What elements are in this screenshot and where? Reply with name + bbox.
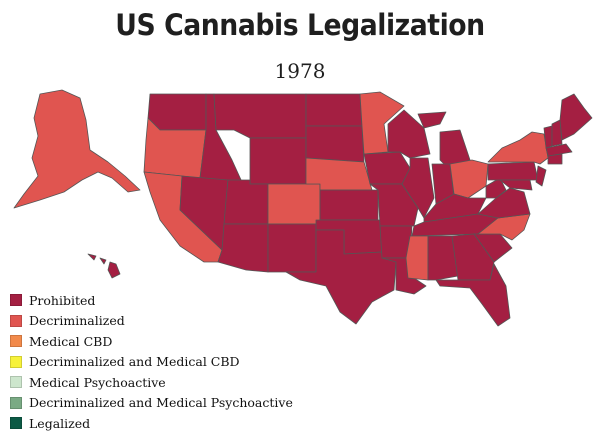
legend-item: Prohibited [10,290,293,311]
state-wisconsin [387,109,431,159]
legend-label: Decriminalized and Medical CBD [29,354,240,370]
state-new-mexico [267,223,317,273]
state-washington [147,93,207,131]
state-new-jersey [535,165,547,187]
state-minnesota [359,91,405,155]
legend-item: Medical Psychoactive [10,372,293,393]
state-texas [285,229,397,325]
state-florida [435,263,511,327]
state-pennsylvania [487,161,539,181]
us-states-map [13,89,593,327]
state-wyoming [249,137,307,185]
map-title: US Cannabis Legalization [115,8,485,42]
state-massachusetts [545,143,573,157]
state-south-dakota [305,125,365,163]
legend-label: Legalized [29,415,91,431]
state-ohio [449,159,489,199]
state-connecticut [547,153,563,165]
legend-swatch [10,417,22,430]
state-maine [559,93,593,141]
legend-swatch [10,376,22,389]
legend-label: Medical Psychoactive [29,374,166,390]
state-alaska [13,89,141,209]
state-north-dakota [305,93,363,127]
legend-item: Decriminalized and Medical Psychoactive [10,393,293,414]
legend-label: Decriminalized and Medical Psychoactive [29,395,293,411]
state-utah [223,179,269,225]
state-iowa [363,151,411,185]
legend-item: Decriminalized and Medical CBD [10,352,293,373]
legend-swatch [10,396,22,409]
state-colorado [267,183,321,225]
state-arizona [217,223,269,273]
legend-swatch [10,314,22,327]
map-year: 1978 [274,59,326,83]
legend-item: Decriminalized [10,311,293,332]
map-legend: Prohibited Decriminalized Medical CBD Decri… [10,290,293,434]
state-mississippi [405,235,429,281]
state-new-hampshire [551,119,563,147]
state-new-york [487,131,549,165]
legend-item: Medical CBD [10,331,293,352]
state-illinois [401,157,435,219]
state-alabama [427,235,459,281]
state-montana [213,93,307,139]
legend-swatch [10,355,22,368]
legend-label: Decriminalized [29,313,125,329]
legend-label: Medical CBD [29,333,113,349]
legend-item: Legalized [10,413,293,434]
state-maryland [499,179,533,191]
state-kansas [319,189,379,221]
legend-swatch [10,335,22,348]
legend-swatch [10,294,22,307]
legend-label: Prohibited [29,292,96,308]
state-hawaii [87,253,121,279]
